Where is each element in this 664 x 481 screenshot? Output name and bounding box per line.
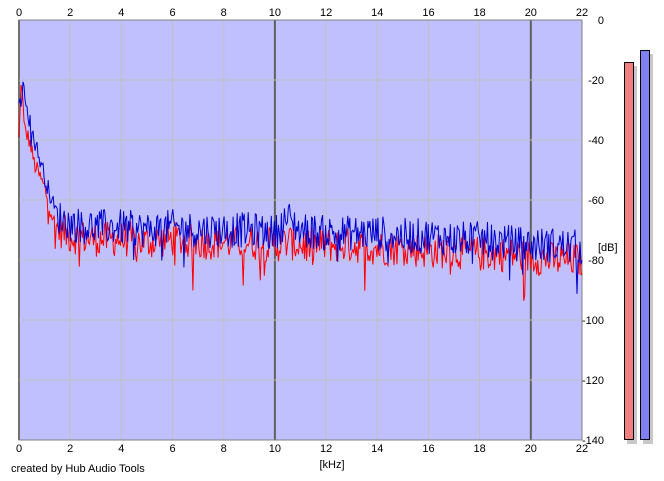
x-tick-bottom: 8 <box>221 443 227 455</box>
x-tick-top: 22 <box>576 7 588 19</box>
x-tick-bottom: 22 <box>576 443 588 455</box>
series-line-0 <box>18 84 583 301</box>
x-tick-top: 0 <box>16 7 22 19</box>
x-tick-top: 10 <box>269 7 281 19</box>
x-tick-top: 2 <box>67 7 73 19</box>
y-tick: -80 <box>588 255 604 267</box>
spectrum-fill <box>19 81 582 441</box>
x-tick-top: 8 <box>221 7 227 19</box>
level-meter-left <box>624 62 634 440</box>
level-meter-right <box>640 50 650 440</box>
series-line-1 <box>18 81 583 294</box>
x-tick-top: 6 <box>169 7 175 19</box>
y-tick: -40 <box>588 135 604 147</box>
x-tick-top: 16 <box>422 7 434 19</box>
x-tick-bottom: 2 <box>67 443 73 455</box>
x-tick-top: 12 <box>320 7 332 19</box>
x-tick-top: 20 <box>525 7 537 19</box>
x-tick-bottom: 4 <box>118 443 124 455</box>
y-tick: -120 <box>582 375 604 387</box>
x-tick-bottom: 6 <box>169 443 175 455</box>
x-tick-top: 4 <box>118 7 124 19</box>
x-tick-top: 14 <box>371 7 383 19</box>
y-tick: -20 <box>588 75 604 87</box>
spectrum-area <box>19 81 582 441</box>
y-axis-title: [dB] <box>598 242 618 254</box>
y-tick: -100 <box>582 315 604 327</box>
x-tick-bottom: 16 <box>422 443 434 455</box>
x-tick-bottom: 0 <box>16 443 22 455</box>
plot-border <box>18 19 583 441</box>
x-tick-top: 18 <box>474 7 486 19</box>
x-tick-bottom: 10 <box>269 443 281 455</box>
x-tick-bottom: 18 <box>474 443 486 455</box>
y-tick: 0 <box>598 15 604 27</box>
x-tick-bottom: 14 <box>371 443 383 455</box>
tick-labels: 002244668810101212141416161818202022220-… <box>16 7 604 455</box>
x-tick-bottom: 12 <box>320 443 332 455</box>
credit-text: created by Hub Audio Tools <box>11 463 145 475</box>
y-tick: -140 <box>582 435 604 447</box>
series-layer <box>18 81 583 301</box>
x-axis-title: [kHz] <box>319 459 344 471</box>
x-tick-bottom: 20 <box>525 443 537 455</box>
y-tick: -60 <box>588 195 604 207</box>
